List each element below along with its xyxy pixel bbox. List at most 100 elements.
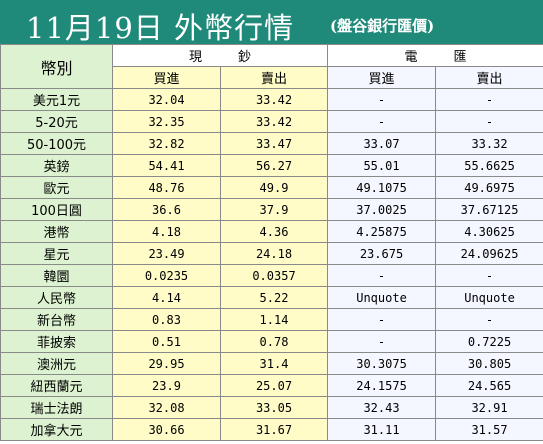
currency-name-cell: 美元1元 [0,88,113,111]
wire-sell-cell: 37.67125 [435,198,543,221]
cash-buy-cell: 32.82 [112,132,221,155]
table-row: 澳洲元 29.95 31.4 30.3075 30.805 [0,352,543,375]
cash-buy-cell: 23.49 [112,242,221,265]
wire-buy-cell: - [327,110,437,133]
currency-name-cell: 新台幣 [0,308,113,331]
cash-buy-cell: 32.04 [112,88,221,111]
wire-sell-cell: 55.6625 [435,154,543,177]
currency-name-cell: 100日圓 [0,198,113,221]
currency-name-cell: 澳洲元 [0,352,113,375]
cash-sell-cell: 5.22 [219,286,329,309]
table-row: 50-100元 32.82 33.47 33.07 33.32 [0,132,543,155]
cash-sell-cell: 0.78 [219,330,329,353]
currency-name-cell: 星元 [0,242,113,265]
table-row: 星元 23.49 24.18 23.675 24.09625 [0,242,543,265]
cash-buy-cell: 54.41 [112,154,221,177]
currency-name-cell: 紐西蘭元 [0,374,113,397]
cash-buy-cell: 32.08 [112,396,221,419]
wire-buy-cell: Unquote [327,286,437,309]
table-row: 人民幣 4.14 5.22 Unquote Unquote [0,286,543,309]
wire-buy-cell: 4.25875 [327,220,437,243]
header-row-group: 幣別 現鈔 電匯 [0,44,543,89]
wire-sell-cell: - [435,308,543,331]
currency-name-cell: 英鎊 [0,154,113,177]
wire-buy-cell: 49.1075 [327,176,437,199]
currency-name-cell: 歐元 [0,176,113,199]
currency-name-cell: 50-100元 [0,132,113,155]
table-row: 菲披索 0.51 0.78-0.7225 [0,330,543,353]
wire-buy-cell: - [327,308,437,331]
table-row: 美元1元 32.04 33.42- - [0,88,543,111]
cash-sell-cell: 56.27 [219,154,329,177]
wire-sell-header: 賣出 [435,66,543,89]
rate-table: 幣別 現鈔 電匯 買進 賣出 買進 賣出 美元1元 32.04 33.42- -5-2… [0,44,543,441]
wire-sell-cell: 49.6975 [435,176,543,199]
cash-buy-cell: 32.35 [112,110,221,133]
wire-sell-cell: 4.30625 [435,220,543,243]
wire-sell-cell: - [435,110,543,133]
wire-buy-cell: 24.1575 [327,374,437,397]
table-row: 5-20元 32.35 33.42- - [0,110,543,133]
wire-header: 電匯 [327,44,543,67]
wire-buy-cell: 37.0025 [327,198,437,221]
cash-sell-cell: 37.9 [219,198,329,221]
wire-sell-cell: 32.91 [435,396,543,419]
table-row: 瑞士法朗 32.08 33.05 32.43 32.91 [0,396,543,419]
currency-header: 幣別 [0,44,113,89]
wire-sell-cell: 0.7225 [435,330,543,353]
table-row: 韓圜 0.0235 0.0357- - [0,264,543,287]
table-row: 100日圓 36.6 37.9 37.0025 37.67125 [0,198,543,221]
wire-buy-cell: - [327,264,437,287]
cash-sell-header: 賣出 [219,66,329,89]
cash-buy-cell: 29.95 [112,352,221,375]
wire-buy-header: 買進 [327,66,437,89]
currency-name-cell: 加拿大元 [0,418,113,441]
table-row: 加拿大元 30.66 31.67 31.11 31.57 [0,418,543,441]
cash-sell-cell: 25.07 [219,374,329,397]
wire-buy-cell: - [327,330,437,353]
table-row: 紐西蘭元 23.9 25.07 24.1575 24.565 [0,374,543,397]
header-row-sub: 買進 賣出 買進 賣出 [1,66,543,89]
wire-buy-cell: 30.3075 [327,352,437,375]
cash-sell-cell: 24.18 [219,242,329,265]
wire-sell-cell: Unquote [435,286,543,309]
rate-table-body: 美元1元 32.04 33.42- -5-20元 32.35 33.42- -50-100元… [0,88,543,441]
title-bar: 11月19日 外幣行情 (盤谷銀行匯價) [0,0,543,45]
currency-name-cell: 韓圜 [0,264,113,287]
cash-sell-cell: 33.47 [219,132,329,155]
currency-name-cell: 5-20元 [0,110,113,133]
table-row: 新台幣 0.83 1.14- - [0,308,543,331]
cash-sell-cell: 49.9 [219,176,329,199]
table-row: 英鎊 54.41 56.27 55.01 55.6625 [0,154,543,177]
cash-buy-cell: 0.51 [112,330,221,353]
cash-sell-cell: 33.42 [219,110,329,133]
wire-sell-cell: 30.805 [435,352,543,375]
cash-sell-cell: 31.4 [219,352,329,375]
wire-sell-cell: 33.32 [435,132,543,155]
wire-buy-cell: 55.01 [327,154,437,177]
cash-sell-cell: 1.14 [219,308,329,331]
wire-buy-cell: 33.07 [327,132,437,155]
cash-buy-header: 買進 [112,66,221,89]
cash-sell-cell: 4.36 [219,220,329,243]
currency-name-cell: 菲披索 [0,330,113,353]
wire-sell-cell: - [435,264,543,287]
cash-buy-cell: 48.76 [112,176,221,199]
wire-sell-cell: - [435,88,543,111]
cash-buy-cell: 36.6 [112,198,221,221]
wire-sell-cell: 31.57 [435,418,543,441]
page-title: 11月19日 外幣行情 [26,11,295,45]
currency-name-cell: 瑞士法朗 [0,396,113,419]
cash-buy-cell: 30.66 [112,418,221,441]
cash-buy-cell: 0.0235 [112,264,221,287]
wire-sell-cell: 24.565 [435,374,543,397]
cash-sell-cell: 31.67 [219,418,329,441]
cash-sell-cell: 33.05 [219,396,329,419]
cash-header: 現鈔 [111,44,329,67]
cash-sell-cell: 33.42 [219,88,329,111]
cash-buy-cell: 4.14 [112,286,221,309]
currency-name-cell: 人民幣 [0,286,113,309]
cash-buy-cell: 23.9 [112,374,221,397]
currency-name-cell: 港幣 [0,220,113,243]
cash-buy-cell: 4.18 [112,220,221,243]
